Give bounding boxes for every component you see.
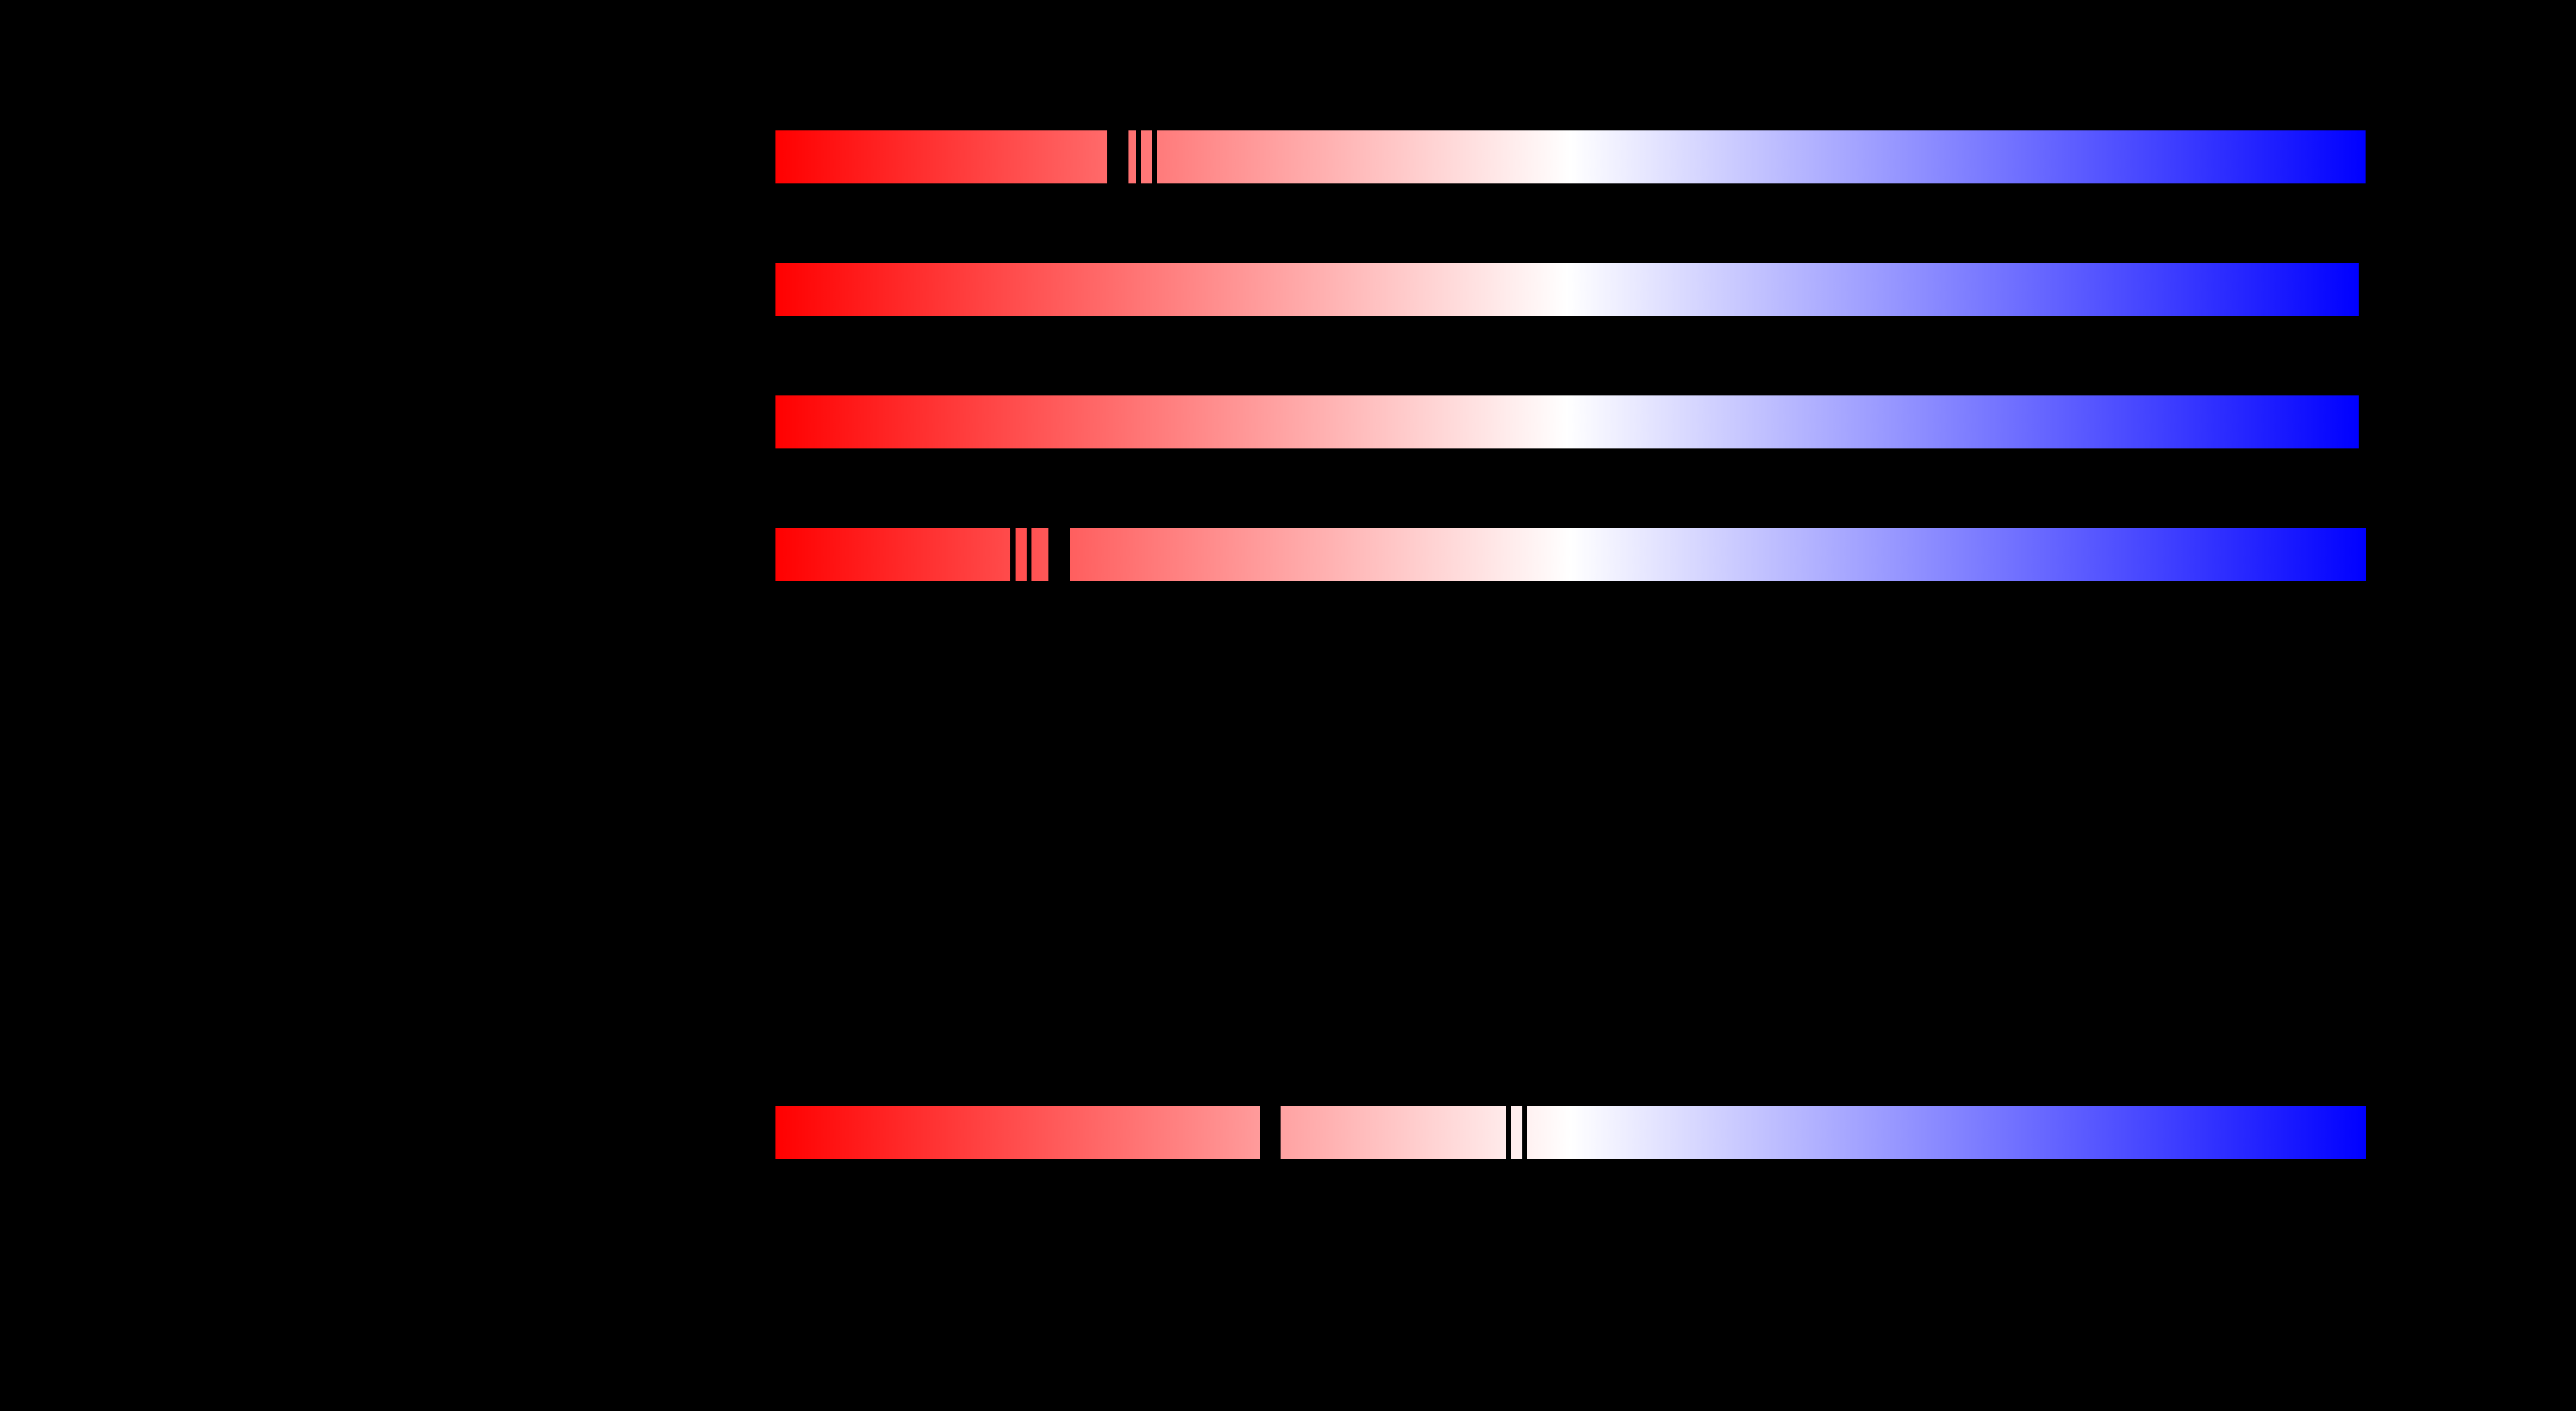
gradient-bar-row-2 (775, 263, 2359, 316)
bar-segment (775, 528, 1010, 581)
bar-segment (1031, 528, 1048, 581)
bar-segment (1511, 1106, 1522, 1159)
bar-segment (775, 130, 1107, 183)
gradient-bar-row-3 (775, 395, 2359, 448)
bar-segment (1527, 1106, 2366, 1159)
gradient-bar-row-5 (775, 1106, 2366, 1159)
bar-segment (775, 263, 2359, 316)
bar-segment (775, 1106, 1260, 1159)
bar-segment (1070, 528, 2366, 581)
bar-segment (1157, 130, 2366, 183)
bar-segment (1141, 130, 1152, 183)
gradient-bar-row-4 (775, 528, 2366, 581)
gradient-bar-row-1 (775, 130, 2366, 183)
bar-segment (1281, 1106, 1506, 1159)
bar-segment (775, 395, 2359, 448)
bar-segment (1016, 528, 1027, 581)
bar-segment (1128, 130, 1136, 183)
